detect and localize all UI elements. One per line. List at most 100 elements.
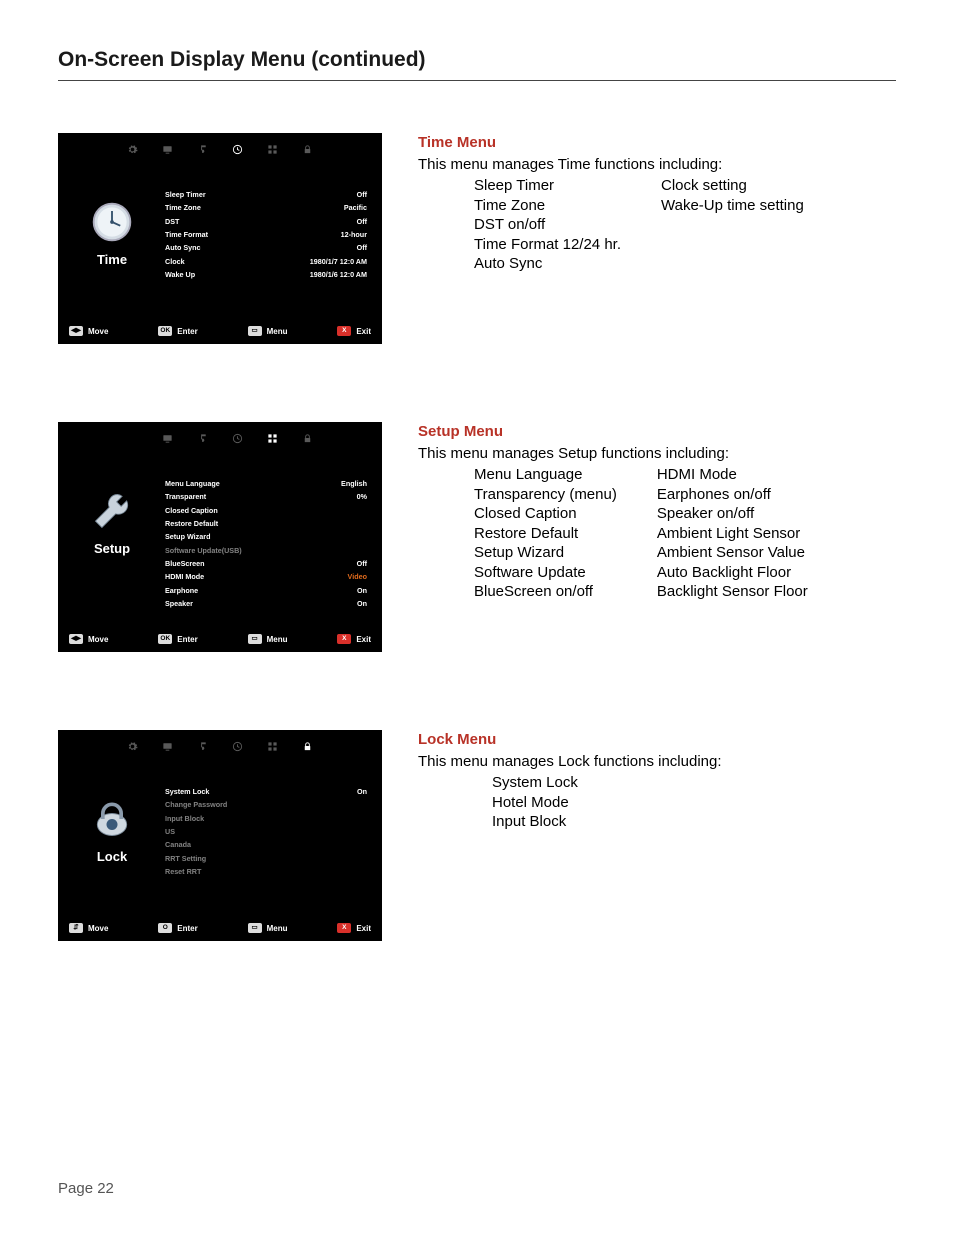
grid-icon	[267, 142, 278, 160]
menu-row-value: Video	[340, 570, 367, 583]
menu-category-label: Time	[97, 252, 127, 267]
tv-screenshot: Setup Menu Language English Transparent …	[58, 422, 382, 652]
footer-label: Menu	[267, 924, 288, 933]
desc-title: Time Menu	[418, 133, 896, 153]
menu-row-value: Off	[349, 557, 367, 570]
menu-row[interactable]: Software Update(USB)	[165, 544, 367, 557]
menu-row[interactable]: Setup Wizard	[165, 530, 367, 543]
footer-label: Enter	[177, 327, 197, 336]
menu-row-label: Auto Sync	[165, 241, 201, 254]
desc-item: Ambient Sensor Value	[657, 543, 808, 563]
menu-row-label: Setup Wizard	[165, 530, 210, 543]
menu-row-value: On	[349, 584, 367, 597]
menu-row[interactable]: Closed Caption	[165, 504, 367, 517]
lock-icon	[302, 431, 313, 449]
footer-badge: ▭	[248, 326, 262, 336]
tv-icon	[162, 142, 173, 160]
menu-row-label: Speaker	[165, 597, 193, 610]
footer-badge: ◀▶	[69, 634, 83, 644]
menu-row[interactable]: Canada	[165, 838, 367, 851]
footer-badge: X	[337, 634, 351, 644]
lock-icon	[302, 739, 313, 757]
menu-row-value	[359, 852, 367, 865]
menu-row-label: Canada	[165, 838, 191, 851]
menu-row-label: System Lock	[165, 785, 209, 798]
menu-row-value	[359, 798, 367, 811]
menu-row[interactable]: Transparent 0%	[165, 490, 367, 503]
desc-item: Ambient Light Sensor	[657, 524, 808, 544]
menu-row-label: Software Update(USB)	[165, 544, 242, 557]
footer-hint: ▭ Menu	[248, 923, 288, 933]
menu-rows: Menu Language English Transparent 0% Clo…	[165, 463, 367, 610]
desc-intro: This menu manages Setup functions includ…	[418, 444, 896, 464]
menu-row[interactable]: Clock 1980/1/7 12:0 AM	[165, 255, 367, 268]
menu-row-label: DST	[165, 215, 179, 228]
footer-label: Move	[88, 924, 108, 933]
menu-row[interactable]: Menu Language English	[165, 477, 367, 490]
footer-hint: X Exit	[337, 326, 371, 336]
screenshot-footer: ◀▶ Move OK Enter ▭ Menu X Exit	[59, 628, 381, 651]
menu-row[interactable]: Auto Sync Off	[165, 241, 367, 254]
footer-label: Move	[88, 635, 108, 644]
menu-row-value: 0%	[349, 490, 367, 503]
menu-row-value: 1980/1/6 12:0 AM	[302, 268, 367, 281]
menu-row-value	[359, 504, 367, 517]
menu-row-value	[359, 544, 367, 557]
menu-rows: System Lock On Change Password Input Blo…	[165, 771, 367, 899]
desc-item: Sleep Timer	[474, 176, 621, 196]
footer-hint: X Exit	[337, 923, 371, 933]
footer-badge: O	[158, 923, 172, 933]
desc-item: Menu Language	[474, 465, 617, 485]
menu-row-label: Input Block	[165, 812, 204, 825]
footer-label: Enter	[177, 924, 197, 933]
menu-row-value: 12-hour	[333, 228, 367, 241]
music-icon	[197, 431, 208, 449]
section-description: Time Menu This menu manages Time functio…	[418, 133, 896, 344]
desc-item: Time Zone	[474, 196, 621, 216]
menu-row[interactable]: BlueScreen Off	[165, 557, 367, 570]
desc-title: Setup Menu	[418, 422, 896, 442]
menu-row[interactable]: Speaker On	[165, 597, 367, 610]
menu-row[interactable]: Input Block	[165, 812, 367, 825]
desc-item: Speaker on/off	[657, 504, 808, 524]
menu-row[interactable]: System Lock On	[165, 785, 367, 798]
footer-badge: ⇵	[69, 923, 83, 933]
footer-hint: OK Enter	[158, 326, 197, 336]
screenshot-footer: ⇵ Move O Enter ▭ Menu X Exit	[59, 917, 381, 940]
desc-item: Hotel Mode	[492, 793, 896, 813]
desc-intro: This menu manages Lock functions includi…	[418, 752, 896, 772]
footer-label: Enter	[177, 635, 197, 644]
menu-row[interactable]: Time Zone Pacific	[165, 201, 367, 214]
menu-row[interactable]: DST Off	[165, 215, 367, 228]
footer-badge: X	[337, 923, 351, 933]
menu-row[interactable]: US	[165, 825, 367, 838]
grid-icon	[267, 739, 278, 757]
menu-row-label: Earphone	[165, 584, 198, 597]
section-description: Lock Menu This menu manages Lock functio…	[418, 730, 896, 941]
menu-row[interactable]: HDMI Mode Video	[165, 570, 367, 583]
menu-row[interactable]: Wake Up 1980/1/6 12:0 AM	[165, 268, 367, 281]
footer-badge: ▭	[248, 634, 262, 644]
menu-row[interactable]: Sleep Timer Off	[165, 188, 367, 201]
clock-icon	[232, 142, 243, 160]
footer-hint: ◀▶ Move	[69, 634, 108, 644]
menu-row-label: Restore Default	[165, 517, 218, 530]
menu-row-value	[359, 865, 367, 878]
footer-label: Menu	[267, 635, 288, 644]
footer-hint: OK Enter	[158, 634, 197, 644]
desc-item: Setup Wizard	[474, 543, 617, 563]
menu-row-value: On	[349, 785, 367, 798]
menu-row-label: Change Password	[165, 798, 227, 811]
menu-row[interactable]: RRT Setting	[165, 852, 367, 865]
menu-row[interactable]: Restore Default	[165, 517, 367, 530]
menu-row[interactable]: Time Format 12-hour	[165, 228, 367, 241]
menu-row[interactable]: Reset RRT	[165, 865, 367, 878]
desc-intro: This menu manages Time functions includi…	[418, 155, 896, 175]
page-number: Page 22	[58, 1180, 114, 1197]
menu-row[interactable]: Change Password	[165, 798, 367, 811]
desc-title: Lock Menu	[418, 730, 896, 750]
menu-row-value	[359, 812, 367, 825]
menu-row[interactable]: Earphone On	[165, 584, 367, 597]
section-description: Setup Menu This menu manages Setup funct…	[418, 422, 896, 652]
menu-row-label: Closed Caption	[165, 504, 218, 517]
